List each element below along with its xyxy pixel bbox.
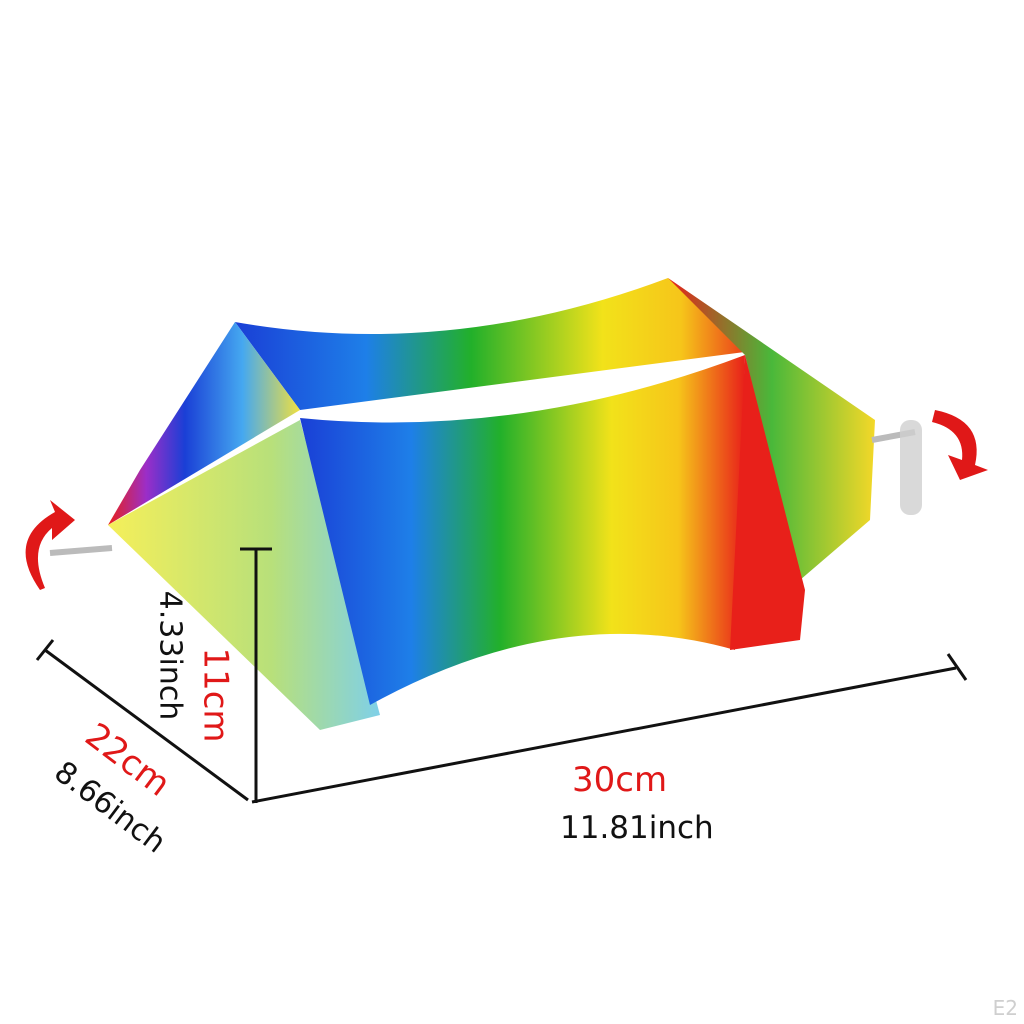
- rotate-arrow-left-icon: [25, 500, 75, 590]
- kite-front-panel: [300, 355, 745, 705]
- kite-left-wing: [108, 322, 300, 525]
- kite-left-triangle: [108, 420, 380, 730]
- height-metric-label: 11cm: [195, 647, 236, 743]
- left-rod: [49, 545, 113, 556]
- width-imperial-label: 11.81inch: [560, 810, 714, 846]
- kite-top-panel: [235, 278, 760, 410]
- height-imperial-label: 4.33inch: [152, 590, 188, 721]
- rotate-arrow-right-icon: [932, 410, 988, 480]
- kite-right-wing: [668, 278, 875, 580]
- kite-right-strip: [730, 355, 805, 650]
- watermark: E2: [992, 996, 1018, 1020]
- dimension-lines: [35, 547, 968, 804]
- width-metric-label: 30cm: [572, 760, 668, 800]
